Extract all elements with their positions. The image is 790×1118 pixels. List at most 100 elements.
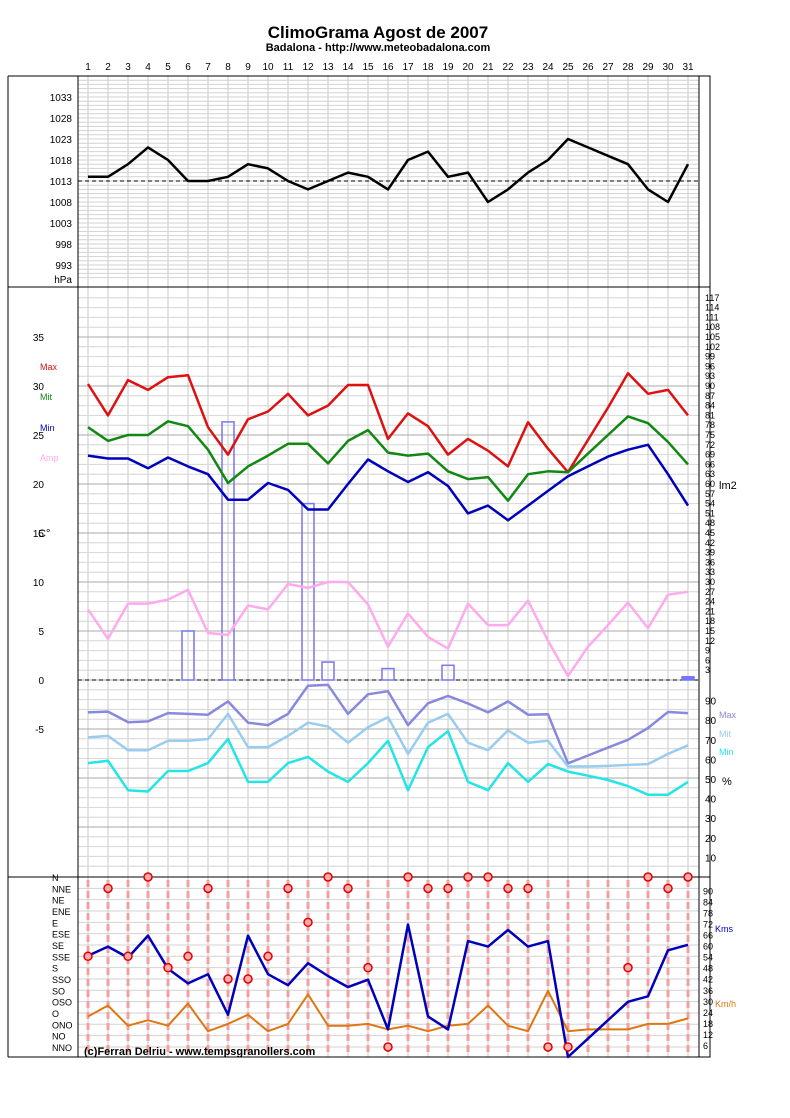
legend-hum-max: Max: [719, 710, 737, 720]
precip-tick-label: 72: [705, 440, 715, 450]
precip-tick-label: 84: [705, 401, 715, 411]
temp-amplitude-line: [86, 580, 689, 678]
precip-tick-label: 6: [705, 655, 710, 665]
right-axis-frame: [698, 75, 711, 1058]
wind-direction-marker: [163, 962, 173, 973]
wind-direction-label: E: [52, 918, 58, 928]
wind-direction-marker: [503, 883, 513, 894]
precip-tick-label: 54: [705, 499, 715, 509]
pressure-tick-label: 1028: [50, 114, 73, 125]
legend-temp-amp: Amp: [40, 453, 59, 463]
temperature-unit-label: C°: [38, 528, 50, 540]
wind-speed-line: [87, 923, 689, 1059]
day-label: 5: [165, 62, 171, 73]
day-label: 30: [662, 62, 674, 73]
precip-unit-label: lm2: [719, 480, 737, 492]
legend-hum-min: Min: [719, 747, 734, 757]
day-label: 10: [262, 62, 274, 73]
precip-tick-label: 81: [705, 410, 715, 420]
precip-bar: [181, 630, 195, 681]
day-label: 12: [302, 62, 314, 73]
temperature-tick-label: 0: [38, 676, 44, 687]
humidity-unit-label: %: [722, 776, 732, 788]
wind-direction-marker: [623, 962, 633, 973]
chart-title: ClimoGrama Agost de 2007: [268, 23, 488, 42]
temperature-tick-label: -5: [35, 725, 44, 736]
day-label: 24: [542, 62, 554, 73]
wind-direction-label: NNE: [52, 884, 71, 894]
wind-speed-tick-label: 84: [703, 897, 713, 907]
wind-direction-marker: [323, 872, 333, 882]
wind-speed-tick-label: 66: [703, 931, 713, 941]
wind-direction-marker: [223, 974, 233, 984]
wind-speed-tick-label: 18: [703, 1019, 713, 1029]
humidity-tick-label: 40: [705, 795, 717, 806]
precip-tick-label: 12: [705, 636, 715, 646]
wind-direction-marker: [403, 872, 413, 882]
humidity-tick-label: 50: [705, 775, 717, 786]
day-label: 18: [422, 62, 434, 73]
wind-speed-tick-label: 12: [703, 1030, 713, 1040]
marks-layer: [83, 137, 695, 1059]
wind-speed-unit-label: Kms: [715, 924, 734, 934]
temperature-tick-label: 30: [33, 382, 45, 393]
wind-speed-tick-label: 48: [703, 964, 713, 974]
wind-direction-label: ESE: [52, 930, 70, 940]
humidity-tick-label: 60: [705, 755, 717, 766]
precip-tick-label: 33: [705, 567, 715, 577]
precip-tick-label: 18: [705, 616, 715, 626]
wind-direction-label: SSE: [52, 952, 70, 962]
precip-bar: [301, 502, 315, 681]
wind-direction-marker: [103, 883, 113, 894]
humidity-tick-label: 70: [705, 736, 717, 747]
wind-direction-marker: [683, 872, 693, 882]
precip-tick-label: 114: [705, 303, 719, 313]
precip-tick-label: 45: [705, 528, 715, 538]
precip-tick-label: 48: [705, 518, 715, 528]
wind-direction-label: O: [52, 1009, 59, 1019]
day-label: 15: [362, 62, 374, 73]
wind-direction-marker: [303, 917, 313, 928]
legend-hum-mit: Mit: [719, 729, 731, 739]
day-label: 21: [482, 62, 494, 73]
chart-subtitle: Badalona - http://www.meteobadalona.com: [266, 42, 491, 54]
precip-tick-label: 9: [705, 646, 710, 656]
wind-direction-marker: [563, 1042, 573, 1052]
day-label: 27: [602, 62, 614, 73]
precip-tick-label: 15: [705, 626, 715, 636]
temperature-tick-label: 5: [38, 627, 44, 638]
wind-direction-marker: [203, 883, 213, 894]
precip-tick-label: 60: [705, 479, 715, 489]
day-label: 13: [322, 62, 334, 73]
precip-tick-label: 3: [705, 665, 710, 675]
precip-tick-label: 111: [705, 312, 719, 322]
wind-direction-marker: [143, 872, 153, 882]
precip-bar: [221, 421, 235, 681]
day-label: 26: [582, 62, 594, 73]
wind-direction-marker: [243, 974, 253, 984]
pressure-tick-label: 1018: [50, 156, 73, 167]
precip-bar: [321, 661, 335, 681]
precip-bar: [681, 675, 695, 681]
wind-direction-marker: [263, 951, 273, 962]
day-label: 20: [462, 62, 474, 73]
day-label: 14: [342, 62, 354, 73]
day-label: 19: [442, 62, 454, 73]
precip-tick-label: 63: [705, 469, 715, 479]
wind-direction-marker: [423, 883, 433, 894]
temp-mit-line: [87, 415, 689, 502]
day-label: 29: [642, 62, 654, 73]
pressure-tick-label: 1008: [50, 198, 73, 209]
day-label: 6: [185, 62, 191, 73]
precip-tick-label: 51: [705, 508, 715, 518]
wind-direction-label: ENE: [52, 907, 71, 917]
pressure-line: [88, 137, 690, 204]
wind-speed-tick-label: 72: [703, 920, 713, 930]
precip-tick-label: 69: [705, 450, 715, 460]
pressure-tick-label: 1003: [50, 219, 73, 230]
humidity-tick-label: 30: [705, 814, 717, 825]
wind-gust-unit-label: Km/h: [715, 999, 736, 1009]
humidity-tick-label: 90: [705, 697, 717, 708]
